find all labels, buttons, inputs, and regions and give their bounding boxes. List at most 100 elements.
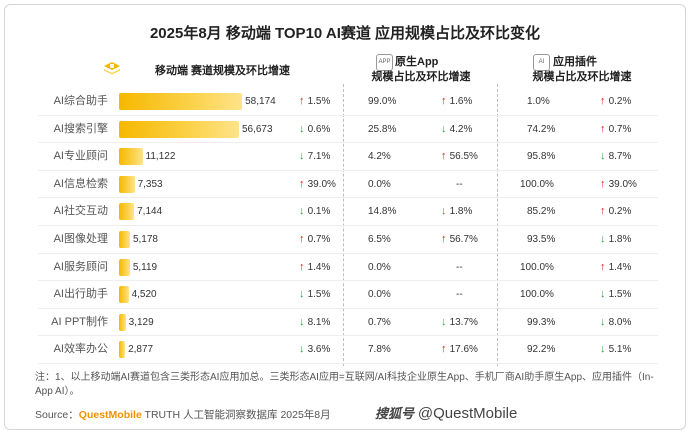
- growth-cell-text: 8.1%: [307, 316, 331, 328]
- header-col3-line1: 应用插件: [553, 56, 597, 68]
- plugin-share-cell-text: 74.2%: [527, 123, 556, 135]
- growth-cell-text: 0.6%: [307, 123, 331, 135]
- plugin-growth-cell: ↑ 0.7%: [600, 118, 631, 141]
- growth-cell-text: 1.5%: [307, 289, 331, 301]
- app-growth-cell-text: 4.2%: [449, 123, 473, 135]
- app-share-cell-text: 0.0%: [368, 289, 391, 301]
- plugin-growth-cell-text: 1.5%: [608, 289, 632, 301]
- value-label: 11,122: [145, 151, 176, 163]
- app-growth-cell: ↑ 56.5%: [441, 145, 478, 168]
- plugin-share-cell-text: 100.0%: [520, 261, 554, 273]
- app-growth-cell-text: 17.6%: [449, 344, 478, 356]
- app-share-cell: 25.8%: [368, 118, 396, 141]
- app-share-cell-text: 25.8%: [368, 123, 397, 135]
- category-label: AI服务顾问: [53, 260, 108, 273]
- plugin-growth-cell-text: 39.0%: [608, 178, 637, 190]
- app-share-cell-text: 0.7%: [368, 316, 391, 328]
- row-divider: [38, 142, 658, 144]
- plugin-chip-icon: AI: [533, 54, 550, 71]
- app-share-cell: 99.0%: [368, 90, 396, 113]
- plugin-growth-cell: ↓ 8.0%: [600, 311, 631, 334]
- value-label: 58,174: [245, 96, 276, 107]
- arrow-up-icon: ↑: [441, 95, 450, 107]
- header-col1-icon: [103, 61, 121, 75]
- app-growth-cell: ↑ 17.6%: [441, 338, 478, 361]
- app-growth-cell-text: --: [456, 178, 463, 190]
- plugin-share-cell: 100.0%: [520, 256, 554, 279]
- app-growth-cell: --: [456, 256, 463, 279]
- row-divider: [38, 197, 658, 199]
- app-growth-cell: ↑ 1.6%: [441, 90, 472, 113]
- arrow-down-icon: ↓: [600, 288, 609, 301]
- plugin-growth-cell-text: 0.7%: [608, 123, 632, 135]
- arrow-up-icon: ↑: [600, 177, 609, 190]
- plugin-growth-cell-text: 1.4%: [608, 261, 632, 273]
- plugin-share-cell: 74.2%: [527, 118, 555, 141]
- bar: [119, 120, 239, 138]
- arrow-down-icon: ↓: [441, 315, 450, 328]
- category-label: AI图像处理: [53, 233, 108, 245]
- category-label: AI综合助手: [53, 95, 108, 107]
- watermark-logo: 搜狐号: [375, 406, 415, 421]
- growth-cell: ↓ 3.6%: [299, 338, 330, 361]
- value-label: 2,877: [128, 344, 154, 356]
- plugin-growth-cell-text: 1.8%: [608, 234, 632, 245]
- arrow-down-icon: ↓: [299, 205, 308, 218]
- plugin-growth-cell: ↓ 8.7%: [600, 145, 631, 168]
- footnote: 注：1、以上移动端AI赛道包含三类形态AI应用加总。三类形态AI应用=互联网/A…: [35, 372, 654, 397]
- bar: [119, 341, 126, 359]
- row-divider: [38, 307, 658, 309]
- app-growth-cell: ↓ 1.8%: [441, 200, 472, 223]
- arrow-down-icon: ↓: [600, 233, 609, 245]
- arrow-down-icon: ↓: [299, 288, 308, 301]
- plugin-share-cell: 93.5%: [527, 228, 555, 251]
- arrow-up-icon: ↑: [299, 260, 308, 273]
- app-share-cell: 7.8%: [368, 338, 391, 361]
- app-share-cell: 4.2%: [368, 145, 391, 168]
- app-share-cell-text: 0.0%: [368, 261, 391, 273]
- plugin-share-cell: 85.2%: [527, 200, 555, 223]
- plugin-share-cell-text: 100.0%: [520, 289, 554, 301]
- value-label: 5,178: [132, 234, 158, 245]
- row-divider: [38, 225, 658, 226]
- bar: [119, 313, 126, 331]
- bar: [119, 175, 135, 193]
- arrow-down-icon: ↓: [600, 315, 609, 328]
- header-col1: 移动端 赛道规模及环比增速: [155, 65, 291, 77]
- arrow-down-icon: ↓: [441, 122, 450, 135]
- plugin-growth-cell-text: 0.2%: [608, 206, 632, 218]
- app-share-cell-text: 6.5%: [368, 234, 391, 245]
- plugin-growth-cell: ↑ 39.0%: [600, 173, 637, 196]
- app-growth-cell: ↓ 13.7%: [441, 311, 478, 334]
- bar: [119, 286, 129, 304]
- watermark: 搜狐号 @QuestMobile: [375, 403, 517, 422]
- app-share-cell-text: 7.8%: [368, 344, 391, 356]
- plugin-growth-cell: ↓ 5.1%: [600, 338, 631, 361]
- app-growth-cell-text: 1.6%: [449, 96, 473, 107]
- plugin-share-cell-text: 1.0%: [527, 96, 550, 107]
- app-growth-cell-text: 13.7%: [449, 316, 478, 328]
- app-growth-cell: ↑ 56.7%: [441, 228, 478, 251]
- plugin-share-cell: 100.0%: [520, 283, 554, 306]
- header-col2-line1: 原生App: [395, 56, 439, 68]
- arrow-up-icon: ↑: [299, 95, 308, 107]
- growth-cell: ↑ 1.4%: [299, 256, 330, 279]
- app-growth-cell-text: 56.7%: [449, 234, 478, 245]
- plugin-growth-cell-text: 8.0%: [608, 316, 632, 328]
- app-share-cell: 0.0%: [368, 173, 391, 196]
- app-growth-cell-text: 56.5%: [449, 151, 478, 163]
- plugin-share-cell: 100.0%: [520, 173, 554, 196]
- app-growth-cell: --: [456, 283, 463, 306]
- row-divider: [38, 252, 658, 254]
- plugin-growth-cell-text: 8.7%: [608, 151, 632, 163]
- category-label: AI搜索引擎: [53, 122, 108, 135]
- growth-cell: ↓ 1.5%: [299, 283, 330, 306]
- plugin-share-cell: 1.0%: [527, 90, 550, 113]
- source-brand: QuestMobile: [78, 409, 142, 421]
- plugin-share-cell: 92.2%: [527, 338, 555, 361]
- app-share-cell: 6.5%: [368, 228, 391, 251]
- arrow-up-icon: ↑: [600, 122, 609, 135]
- chart-title: 2025年8月 移动端 TOP10 AI赛道 应用规模占比及环比变化: [149, 25, 541, 42]
- bar: [119, 203, 135, 221]
- growth-cell: ↓ 8.1%: [299, 311, 330, 334]
